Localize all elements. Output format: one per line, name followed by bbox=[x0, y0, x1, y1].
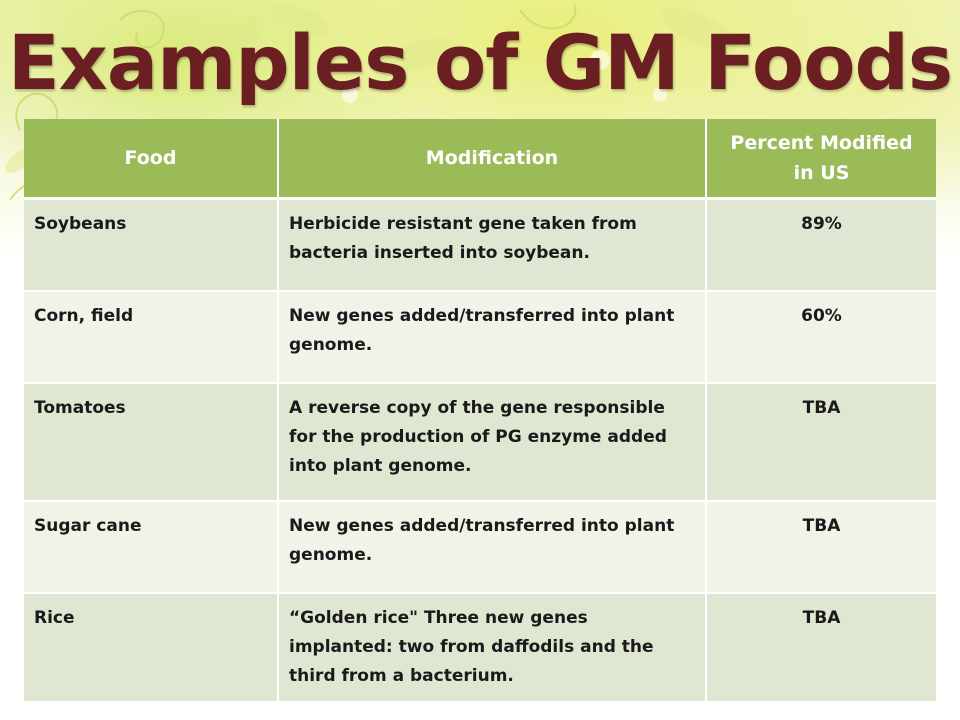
percent-cell: 89% bbox=[706, 198, 936, 292]
slide-title: Examples of GM Foods bbox=[7, 18, 953, 107]
modification-cell: New genes added/transferred into plant g… bbox=[278, 290, 707, 384]
gm-foods-table: Food Modification Percent Modified in US… bbox=[24, 119, 936, 703]
header-modification: Modification bbox=[278, 119, 707, 200]
food-cell: Soybeans bbox=[24, 198, 279, 292]
table-row: Soybeans Herbicide resistant gene taken … bbox=[24, 198, 936, 292]
table-row: Rice “Golden rice" Three new genes impla… bbox=[24, 592, 936, 703]
percent-cell: TBA bbox=[706, 592, 936, 703]
header-food: Food bbox=[24, 119, 279, 200]
table-row: Corn, field New genes added/transferred … bbox=[24, 290, 936, 384]
table-header-row: Food Modification Percent Modified in US bbox=[24, 119, 936, 200]
modification-cell: A reverse copy of the gene responsible f… bbox=[278, 382, 707, 502]
food-cell: Tomatoes bbox=[24, 382, 279, 502]
modification-cell: New genes added/transferred into plant g… bbox=[278, 500, 707, 594]
table-row: Tomatoes A reverse copy of the gene resp… bbox=[24, 382, 936, 502]
food-cell: Corn, field bbox=[24, 290, 279, 384]
table-row: Sugar cane New genes added/transferred i… bbox=[24, 500, 936, 594]
percent-cell: 60% bbox=[706, 290, 936, 384]
header-percent-modified: Percent Modified in US bbox=[706, 119, 936, 200]
food-cell: Rice bbox=[24, 592, 279, 703]
food-cell: Sugar cane bbox=[24, 500, 279, 594]
percent-cell: TBA bbox=[706, 500, 936, 594]
modification-cell: Herbicide resistant gene taken from bact… bbox=[278, 198, 707, 292]
modification-cell: “Golden rice" Three new genes implanted:… bbox=[278, 592, 707, 703]
floral-decoration bbox=[5, 4, 739, 206]
percent-cell: TBA bbox=[706, 382, 936, 502]
